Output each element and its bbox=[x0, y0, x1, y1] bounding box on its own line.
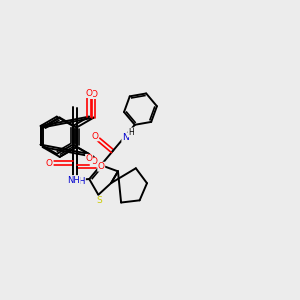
Text: N: N bbox=[122, 133, 129, 142]
Text: O: O bbox=[90, 90, 97, 99]
Text: NH: NH bbox=[72, 177, 86, 186]
Text: O: O bbox=[46, 159, 53, 168]
Text: NH: NH bbox=[68, 176, 80, 184]
Text: O: O bbox=[85, 88, 93, 98]
Text: S: S bbox=[96, 196, 102, 205]
Text: O: O bbox=[92, 132, 98, 141]
Text: O: O bbox=[90, 157, 97, 166]
Text: H: H bbox=[128, 128, 134, 137]
Text: O: O bbox=[98, 162, 105, 171]
Text: O: O bbox=[85, 154, 93, 163]
